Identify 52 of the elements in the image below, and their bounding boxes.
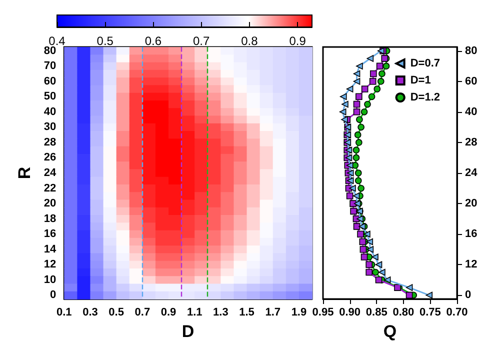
y-tick-label: 16	[465, 228, 478, 240]
y-tick-label: 20	[465, 198, 478, 210]
color-bar-label: 0.7	[192, 34, 210, 48]
y-tick-label: 30	[44, 121, 56, 134]
x-axis-title: D	[182, 322, 194, 341]
x-tick-label: 1.9	[291, 306, 307, 318]
x-tick-label: 1.7	[265, 306, 281, 318]
y-tick-label: 26	[44, 152, 56, 164]
x-tick-label: 1.1	[186, 306, 202, 318]
y-tick-label: 60	[465, 75, 478, 88]
y-axis-title: R	[15, 166, 34, 180]
color-bar-label: 0.8	[241, 34, 258, 48]
y-tick-label: 0	[50, 289, 56, 302]
y-tick-label: 50	[44, 90, 56, 103]
x-tick-label: 0.7	[134, 306, 150, 318]
color-bar-label: 0.9	[289, 34, 306, 48]
y-tick-label: 14	[44, 243, 58, 256]
y-tick-label: 24	[44, 167, 58, 179]
x-tick-label: 1.5	[239, 306, 254, 318]
y-tick-label: 24	[465, 167, 478, 179]
x-tick-label: 0.1	[56, 306, 72, 318]
y-tick-label: 28	[44, 136, 56, 148]
x-tick-label: 0.90	[339, 306, 361, 318]
y-tick-label: 12	[44, 258, 56, 271]
x-axis-title: Q	[383, 322, 397, 341]
y-tick-label: 18	[44, 212, 56, 225]
y-tick-label: 0	[465, 289, 472, 302]
y-tick-label: 40	[44, 106, 56, 118]
y-tick-label: 22	[44, 182, 56, 194]
x-tick-label: 0.3	[82, 306, 98, 318]
x-tick-label: 0.5	[108, 306, 124, 318]
y-tick-label: 40	[465, 106, 478, 118]
y-tick-label: 16	[44, 228, 56, 240]
x-tick-label: 1.3	[213, 306, 228, 318]
y-tick-label: 70	[44, 60, 56, 72]
legend-label: D=1	[410, 74, 431, 86]
x-tick-label: 0.70	[446, 306, 468, 318]
legend-label: D=1.2	[410, 92, 440, 104]
x-tick-label: 0.85	[366, 306, 388, 318]
legend-label: D=0.7	[410, 58, 440, 70]
x-tick-label: 0.75	[419, 306, 441, 318]
color-bar-label: 0.5	[96, 34, 114, 48]
y-tick-label: 12	[465, 258, 478, 271]
y-tick-label: 28	[465, 136, 478, 148]
color-bar-label: 0.6	[144, 34, 162, 48]
y-tick-label: 80	[465, 44, 478, 57]
y-tick-label: 60	[44, 75, 56, 88]
y-tick-label: 10	[44, 274, 56, 286]
x-tick-label: 0.80	[392, 306, 414, 318]
x-tick-label: 0.95	[312, 306, 334, 318]
y-tick-label: 20	[44, 198, 56, 210]
x-tick-label: 0.9	[160, 306, 176, 318]
